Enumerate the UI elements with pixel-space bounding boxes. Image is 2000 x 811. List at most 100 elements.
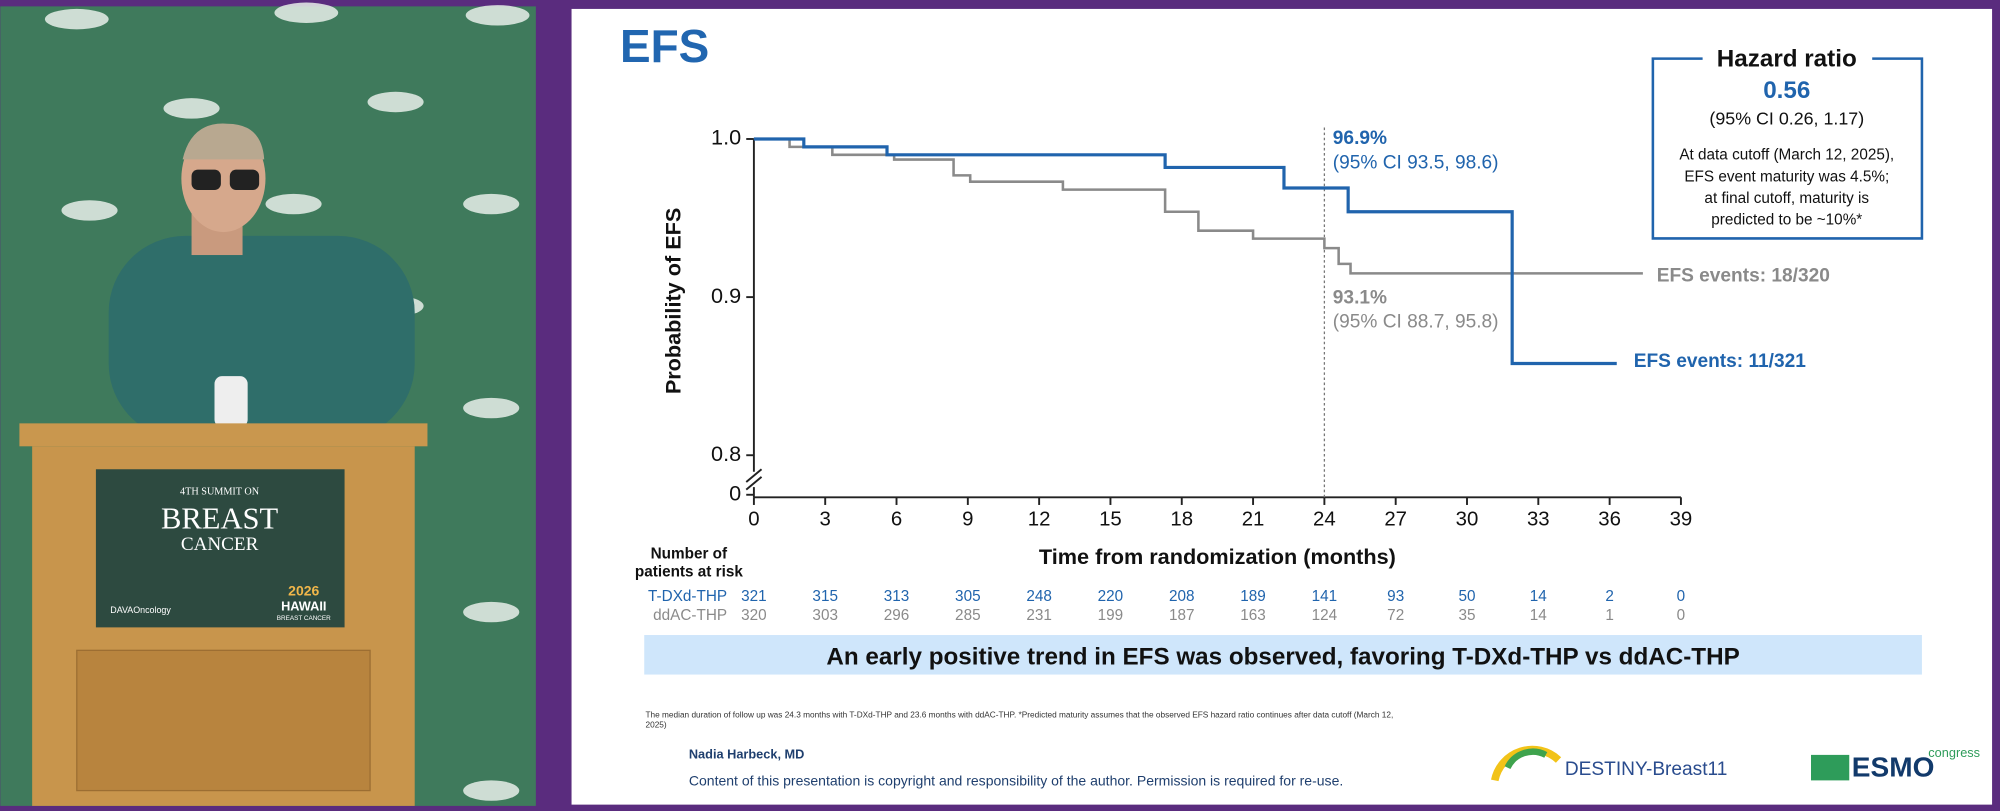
risk-count: 124: [1312, 607, 1338, 624]
risk-row-label: ddAC-THP: [653, 607, 727, 624]
y-axis-label: Probability of EFS: [661, 208, 686, 395]
annotation: (95% CI 93.5, 98.6): [1333, 152, 1499, 173]
annotation: 93.1%: [1333, 287, 1387, 308]
risk-count: 248: [1026, 588, 1052, 605]
risk-count: 72: [1387, 607, 1404, 624]
sign-text: HAWAII: [281, 598, 326, 613]
risk-count: 189: [1240, 588, 1266, 605]
risk-count: 0: [1677, 607, 1686, 624]
risk-title: patients at risk: [635, 564, 743, 581]
hazard-border: [1651, 57, 1924, 240]
podium-panel: [76, 649, 371, 792]
banner: An early positive trend in EFS was obser…: [826, 643, 1739, 670]
speaker-shirt: [108, 235, 415, 440]
esmo-text: ESMO: [1852, 751, 1935, 782]
risk-count: 2: [1605, 588, 1614, 605]
x-tick-label: 18: [1170, 509, 1193, 531]
hazard-note: At data cutoff (March 12, 2025),: [1679, 147, 1894, 164]
podium-sign: [95, 469, 345, 628]
sign-text: DAVAOncology: [110, 605, 171, 615]
sign-text: BREAST CANCER: [277, 615, 331, 622]
y-tick-label: 0: [729, 480, 741, 505]
trial-logo: DESTINY-Breast11: [1491, 745, 1728, 782]
annotation: 96.9%: [1333, 128, 1387, 149]
x-tick-label: 33: [1527, 509, 1550, 531]
hazard-note: predicted to be ~10%*: [1711, 212, 1862, 229]
risk-count: 141: [1312, 588, 1338, 605]
risk-title: Number of: [651, 546, 728, 563]
x-tick-label: 6: [891, 509, 902, 531]
hazard-title: Hazard ratio: [1717, 45, 1857, 72]
x-tick-label: 30: [1456, 509, 1479, 531]
annotation: EFS events: 11/321: [1634, 351, 1806, 372]
y-tick-label: 0.8: [711, 441, 741, 466]
risk-count: 1: [1605, 607, 1614, 624]
risk-count: 313: [884, 588, 910, 605]
risk-count: 187: [1169, 607, 1195, 624]
x-tick-label: 3: [820, 509, 831, 531]
logo-arc: [1504, 748, 1548, 770]
y-tick-label: 1.0: [711, 125, 741, 150]
risk-count: 315: [812, 588, 838, 605]
risk-count: 231: [1026, 607, 1052, 624]
risk-count: 320: [741, 607, 767, 624]
footnote: The median duration of follow up was 24.…: [646, 711, 1394, 720]
y-tick-label: 0.9: [711, 283, 741, 308]
video-panel: 4TH SUMMIT ON BREAST CANCER DAVAOncology…: [0, 2, 536, 806]
hazard-box: Hazard ratio 0.56 (95% CI 0.26, 1.17) At…: [1651, 45, 1924, 240]
copyright: Content of this presentation is copyrigh…: [689, 772, 1343, 788]
esmo-tag: congress: [1928, 745, 1980, 760]
sign-text: BREAST: [161, 502, 279, 536]
esmo-badge: [1811, 754, 1850, 781]
x-tick-label: 27: [1384, 509, 1407, 531]
glasses: [229, 169, 260, 190]
survival-curve: [753, 137, 1643, 275]
risk-count: 35: [1458, 607, 1475, 624]
x-tick-label: 36: [1598, 509, 1621, 531]
risk-count: 321: [741, 588, 767, 605]
axis-break: [745, 468, 763, 491]
risk-count: 0: [1677, 588, 1686, 605]
risk-count: 220: [1098, 588, 1124, 605]
x-axis-label: Time from randomization (months): [1039, 544, 1396, 569]
banner-bg: [644, 635, 1922, 675]
sign-text: 2026: [288, 582, 319, 598]
speaker-hair: [182, 123, 265, 160]
x-tick-label: 15: [1099, 509, 1122, 531]
glasses: [191, 169, 221, 190]
x-tick-label: 21: [1242, 509, 1265, 531]
risk-count: 296: [884, 607, 910, 624]
survival-curve: [753, 137, 1617, 366]
podium-top: [19, 423, 428, 447]
risk-count: 208: [1169, 588, 1195, 605]
annotation: (95% CI 88.7, 95.8): [1333, 312, 1499, 333]
esmo-logo: ESMO congress: [1811, 745, 1980, 782]
hazard-ci: (95% CI 0.26, 1.17): [1709, 109, 1864, 129]
risk-count: 305: [955, 588, 981, 605]
sign-text: 4TH SUMMIT ON: [180, 487, 260, 498]
risk-count: 14: [1530, 588, 1548, 605]
risk-count: 50: [1458, 588, 1475, 605]
risk-count: 14: [1530, 607, 1548, 624]
x-tick-label: 9: [962, 509, 973, 531]
x-tick-label: 39: [1670, 509, 1693, 531]
risk-row-label: T-DXd-THP: [648, 588, 727, 605]
author: Nadia Harbeck, MD: [689, 746, 805, 761]
slide-title: EFS: [620, 20, 709, 72]
cup: [214, 376, 248, 428]
annotation: EFS events: 18/320: [1657, 266, 1830, 287]
risk-count: 163: [1240, 607, 1266, 624]
backdrop-pattern: [44, 2, 530, 801]
x-tick-label: 0: [748, 509, 759, 531]
risk-count: 93: [1387, 588, 1404, 605]
risk-count: 199: [1098, 607, 1124, 624]
hazard-note: at final cutoff, maturity is: [1704, 190, 1869, 207]
hazard-note: EFS event maturity was 4.5%;: [1684, 168, 1889, 185]
x-tick-label: 24: [1313, 509, 1336, 531]
trial-logo-text: DESTINY-Breast11: [1565, 759, 1728, 780]
hazard-value: 0.56: [1763, 77, 1810, 104]
x-tick-label: 12: [1028, 509, 1051, 531]
risk-count: 303: [812, 607, 838, 624]
